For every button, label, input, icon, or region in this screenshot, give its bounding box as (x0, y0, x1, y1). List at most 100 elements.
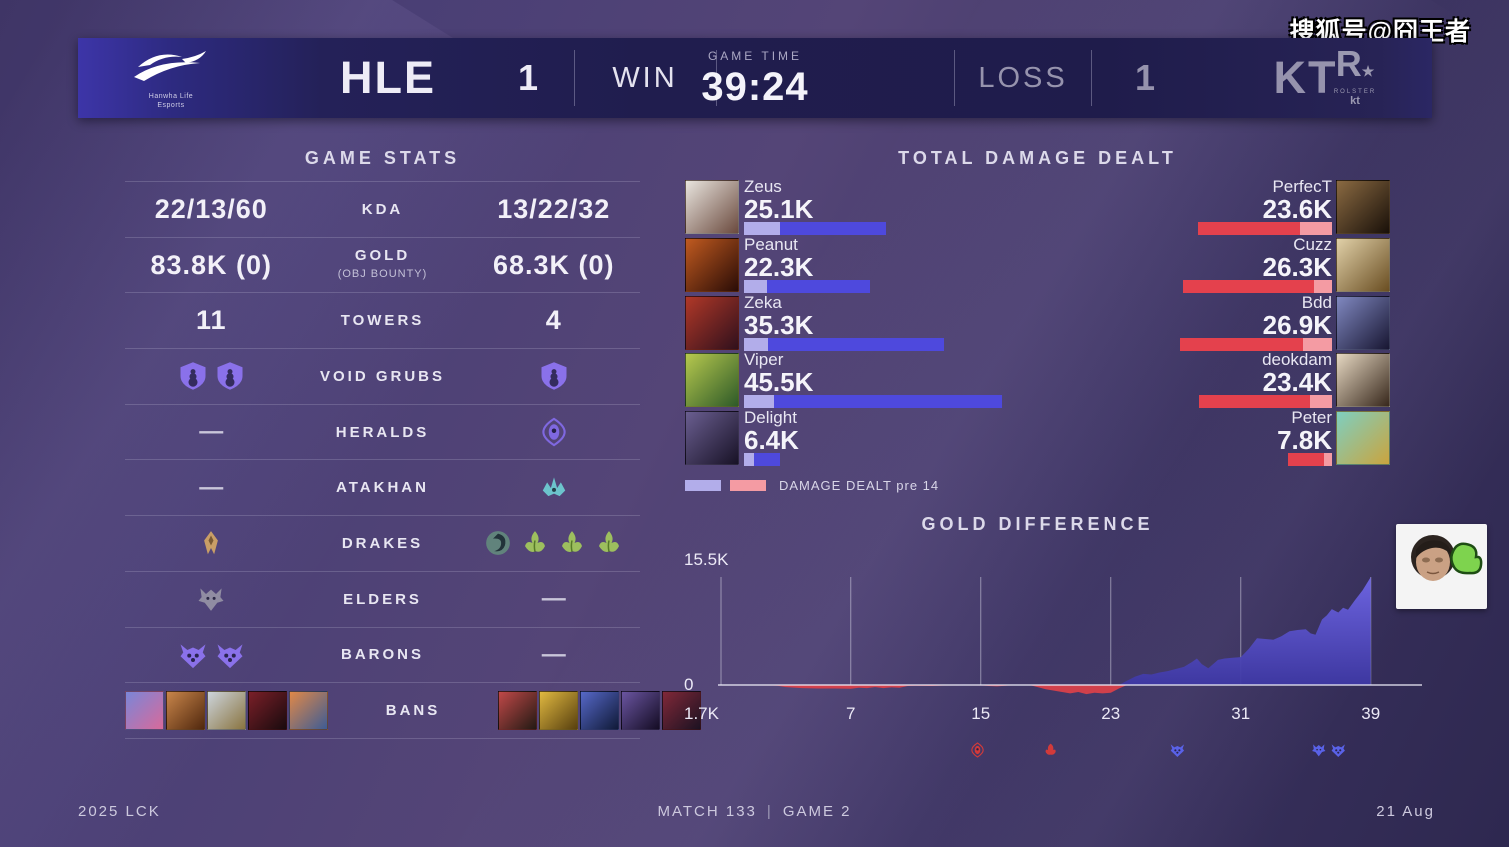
bans-right-value (498, 691, 701, 731)
elders-right-value: — (468, 585, 641, 613)
stat-row-void-grubs: VOID GRUBS (125, 348, 640, 404)
damage-row-bdd: Bdd 26.9K (1040, 293, 1390, 351)
atakhan-left-value: — (125, 474, 298, 502)
damage-bar-main-segment (1179, 337, 1304, 351)
stat-row-heralds: — HERALDS (125, 403, 641, 460)
damage-row-delight: Delight 6.4K (685, 408, 1085, 467)
barons-left-value (125, 640, 298, 670)
damage-info: Zeus 25.1K (744, 177, 813, 223)
player-name: Zeka (744, 292, 782, 312)
objective-marker-baron (1170, 744, 1185, 757)
hle-logo-caption: Hanwha Life Esports (148, 93, 194, 109)
hle-logo-swoosh (134, 51, 206, 81)
league-label: 2025 LCK (78, 803, 161, 820)
elder-icon (196, 584, 226, 614)
x-tick-7: 7 (846, 704, 855, 723)
team-name-hle: HLE (340, 52, 436, 103)
damage-list-kt: PerfecT 23.6K Cuzz 26.3K Bdd 26.9K deokdam 23.4… (1040, 177, 1390, 470)
damage-row-peter: Peter 7.8K (1040, 408, 1390, 467)
player-name: Viper (744, 350, 784, 370)
damage-bar-pre14-segment (1303, 337, 1332, 351)
player-name: Peanut (744, 234, 798, 254)
banned-champion-portrait (125, 691, 164, 731)
x-tick-31: 31 (1231, 704, 1250, 723)
date-label: 21 Aug (1376, 803, 1435, 820)
barons-right-value: — (468, 641, 641, 669)
damage-info: Bdd 26.9K (1263, 293, 1332, 339)
damage-value: 25.1K (744, 194, 814, 224)
gold-left-value: 83.8K (0) (125, 250, 298, 281)
drakes-label: DRAKES (341, 534, 424, 552)
damage-bar-main-segment (754, 453, 781, 467)
heralds-left-value: — (125, 418, 298, 446)
champion-portrait (1336, 237, 1390, 292)
damage-info: deokdam 23.4K (1262, 350, 1332, 396)
damage-list-hle: Zeus 25.1K Peanut 22.3K Zeka 35.3K Viper 45.5K D… (685, 177, 1085, 470)
damage-bar (744, 453, 781, 467)
player-name: Cuzz (1293, 234, 1332, 254)
objective-marker-elder (1312, 744, 1326, 757)
towers-left-value: 11 (125, 305, 298, 336)
damage-value: 35.3K (744, 309, 814, 340)
webcam-face-illustration (1411, 535, 1483, 581)
heralds-left-none: — (199, 418, 224, 446)
champion-portrait (1336, 353, 1390, 408)
towers-label: TOWERS (340, 312, 425, 330)
damage-row-peanut: Peanut 22.3K (685, 234, 1085, 293)
legend-swatch-red (730, 480, 766, 491)
damage-bar (1199, 395, 1332, 409)
champion-portrait (1336, 180, 1390, 234)
heralds-label: HERALDS (335, 423, 430, 441)
objective-marker-drake (1045, 743, 1056, 755)
damage-bar-pre14-segment (744, 222, 780, 235)
gold-right-text: 68.3K (0) (492, 249, 615, 280)
game-time-value: 39:24 (701, 65, 809, 109)
bans-label: BANS (385, 702, 441, 720)
barons-label: BARONS (340, 646, 424, 664)
damage-legend: DAMAGE DEALT pre 14 (685, 478, 939, 493)
damage-bar-main-segment (779, 222, 887, 235)
damage-row-perfect: PerfecT 23.6K (1040, 177, 1390, 235)
stat-row-barons: BARONS — (125, 626, 641, 683)
kda-label: KDA (361, 200, 404, 218)
player-name: Peter (1291, 408, 1332, 428)
damage-bar-main-segment (1199, 395, 1310, 409)
void-grubs-label: VOID GRUBS (319, 367, 445, 385)
banned-champion-portrait (166, 691, 205, 731)
damage-value: 23.6K (1262, 194, 1332, 224)
kt-logo-caption: kt (1350, 95, 1360, 107)
game-stats-table: 22/13/60 KDA 13/22/32 83.8K (0) GOLD (OBJ BOU… (125, 181, 701, 739)
damage-value: 26.9K (1262, 309, 1332, 340)
banned-champion-portrait (621, 691, 660, 731)
damage-row-cuzz: Cuzz 26.3K (1040, 234, 1390, 293)
damage-bar-pre14-segment (744, 279, 768, 293)
damage-bar-main-segment (774, 395, 1002, 409)
damage-bar-pre14-segment (1324, 453, 1332, 467)
bans-left-value (125, 691, 328, 731)
champion-portrait (685, 180, 739, 234)
gold-difference-title: GOLD DIFFERENCE (921, 514, 1154, 534)
heralds-right-value (468, 417, 641, 447)
header-divider (954, 50, 955, 106)
player-name: deokdam (1262, 350, 1332, 370)
gold-label: GOLD (OBJ BOUNTY) (298, 246, 468, 284)
banned-champion-portrait (498, 691, 537, 731)
drakes-right-value (468, 528, 641, 558)
result-loss: LOSS (978, 61, 1068, 94)
damage-title: TOTAL DAMAGE DEALT (898, 148, 1177, 168)
drake-chemtech-icon (520, 528, 550, 558)
champion-portrait (685, 295, 739, 350)
damage-info: Peter 7.8K (1277, 408, 1332, 454)
damage-bar-main-segment (1198, 222, 1301, 235)
stat-row-drakes: DRAKES (125, 515, 640, 571)
y-zero-label: 0 (684, 675, 693, 694)
gold-difference-chart: 15.5K 0 1.7K 7 15 23 31 39 (684, 550, 1422, 758)
gold-left-text: 83.8K (0) (150, 249, 273, 280)
damage-info: Zeka 35.3K (744, 293, 813, 339)
stat-row-gold: 83.8K (0) GOLD (OBJ BOUNTY) 68.3K (0) (125, 236, 640, 293)
team-name-kt: KT (1273, 52, 1338, 103)
kda-left-value: 22/13/60 (125, 194, 298, 225)
player-name: PerfecT (1272, 177, 1332, 196)
atakhan-right-value (468, 473, 641, 503)
player-name: Zeus (744, 177, 782, 196)
